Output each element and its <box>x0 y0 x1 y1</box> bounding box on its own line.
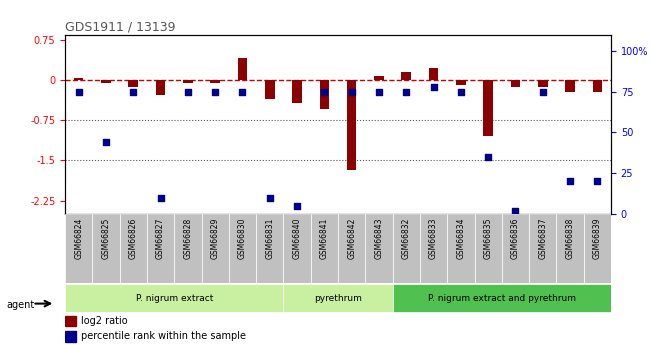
FancyBboxPatch shape <box>338 214 365 283</box>
FancyBboxPatch shape <box>202 214 229 283</box>
Point <box>73 89 84 94</box>
Point <box>210 89 220 94</box>
Text: GSM66833: GSM66833 <box>429 217 438 259</box>
FancyBboxPatch shape <box>283 214 311 283</box>
Point <box>128 89 138 94</box>
Point <box>565 178 575 184</box>
Text: GSM66826: GSM66826 <box>129 217 138 259</box>
FancyBboxPatch shape <box>393 284 611 313</box>
Bar <box>538 80 547 87</box>
FancyBboxPatch shape <box>420 214 447 283</box>
Point <box>592 178 603 184</box>
Point <box>428 84 439 89</box>
Bar <box>429 68 438 80</box>
Text: GSM66837: GSM66837 <box>538 217 547 259</box>
FancyBboxPatch shape <box>529 214 556 283</box>
Point <box>319 89 330 94</box>
Bar <box>101 80 111 83</box>
Point <box>483 154 493 160</box>
Point <box>346 89 357 94</box>
FancyBboxPatch shape <box>283 284 393 313</box>
Bar <box>183 80 192 83</box>
Point <box>401 89 411 94</box>
Point <box>292 203 302 208</box>
FancyBboxPatch shape <box>174 214 202 283</box>
FancyBboxPatch shape <box>474 214 502 283</box>
FancyBboxPatch shape <box>393 214 420 283</box>
Point <box>237 89 248 94</box>
Text: GSM66824: GSM66824 <box>74 217 83 259</box>
Bar <box>292 80 302 102</box>
Bar <box>211 80 220 83</box>
Bar <box>265 80 274 99</box>
Text: P. nigrum extract and pyrethrum: P. nigrum extract and pyrethrum <box>428 294 576 303</box>
Point <box>510 208 521 214</box>
Bar <box>511 80 520 87</box>
Text: GSM66829: GSM66829 <box>211 217 220 259</box>
Text: agent: agent <box>6 300 34 310</box>
Bar <box>566 80 575 92</box>
Text: GSM66836: GSM66836 <box>511 217 520 259</box>
FancyBboxPatch shape <box>256 214 283 283</box>
FancyBboxPatch shape <box>556 214 584 283</box>
FancyBboxPatch shape <box>147 214 174 283</box>
Bar <box>65 331 76 342</box>
Text: GSM66841: GSM66841 <box>320 217 329 259</box>
Text: GSM66843: GSM66843 <box>374 217 384 259</box>
Point <box>265 195 275 200</box>
Bar <box>129 80 138 87</box>
FancyBboxPatch shape <box>65 284 283 313</box>
Bar <box>374 76 384 80</box>
Bar <box>74 78 83 80</box>
Text: GSM66832: GSM66832 <box>402 217 411 259</box>
FancyBboxPatch shape <box>502 214 529 283</box>
FancyBboxPatch shape <box>229 214 256 283</box>
FancyBboxPatch shape <box>120 214 147 283</box>
Text: GSM66834: GSM66834 <box>456 217 465 259</box>
Bar <box>238 58 247 80</box>
Point <box>456 89 466 94</box>
Bar <box>156 80 165 95</box>
FancyBboxPatch shape <box>365 214 393 283</box>
Bar <box>65 315 76 326</box>
Bar <box>484 80 493 136</box>
Text: GSM66835: GSM66835 <box>484 217 493 259</box>
Text: P. nigrum extract: P. nigrum extract <box>135 294 213 303</box>
Text: GSM66840: GSM66840 <box>292 217 302 259</box>
Bar <box>456 80 465 85</box>
Bar <box>593 80 602 92</box>
FancyBboxPatch shape <box>584 214 611 283</box>
Text: GSM66842: GSM66842 <box>347 217 356 259</box>
Bar <box>402 72 411 80</box>
Point <box>374 89 384 94</box>
Point <box>538 89 548 94</box>
Text: percentile rank within the sample: percentile rank within the sample <box>81 331 246 341</box>
Text: pyrethrum: pyrethrum <box>314 294 362 303</box>
Text: log2 ratio: log2 ratio <box>81 316 128 326</box>
Point <box>101 139 111 145</box>
Text: GSM66827: GSM66827 <box>156 217 165 259</box>
Bar <box>347 80 356 170</box>
Text: GSM66831: GSM66831 <box>265 217 274 259</box>
FancyBboxPatch shape <box>65 214 92 283</box>
Point <box>155 195 166 200</box>
Text: GSM66838: GSM66838 <box>566 217 575 259</box>
Text: GSM66830: GSM66830 <box>238 217 247 259</box>
FancyBboxPatch shape <box>92 214 120 283</box>
Text: GDS1911 / 13139: GDS1911 / 13139 <box>65 21 176 34</box>
Bar <box>320 80 329 109</box>
Text: GSM66839: GSM66839 <box>593 217 602 259</box>
Text: GSM66828: GSM66828 <box>183 217 192 259</box>
Text: GSM66825: GSM66825 <box>101 217 111 259</box>
Point <box>183 89 193 94</box>
FancyBboxPatch shape <box>311 214 338 283</box>
FancyBboxPatch shape <box>447 214 474 283</box>
